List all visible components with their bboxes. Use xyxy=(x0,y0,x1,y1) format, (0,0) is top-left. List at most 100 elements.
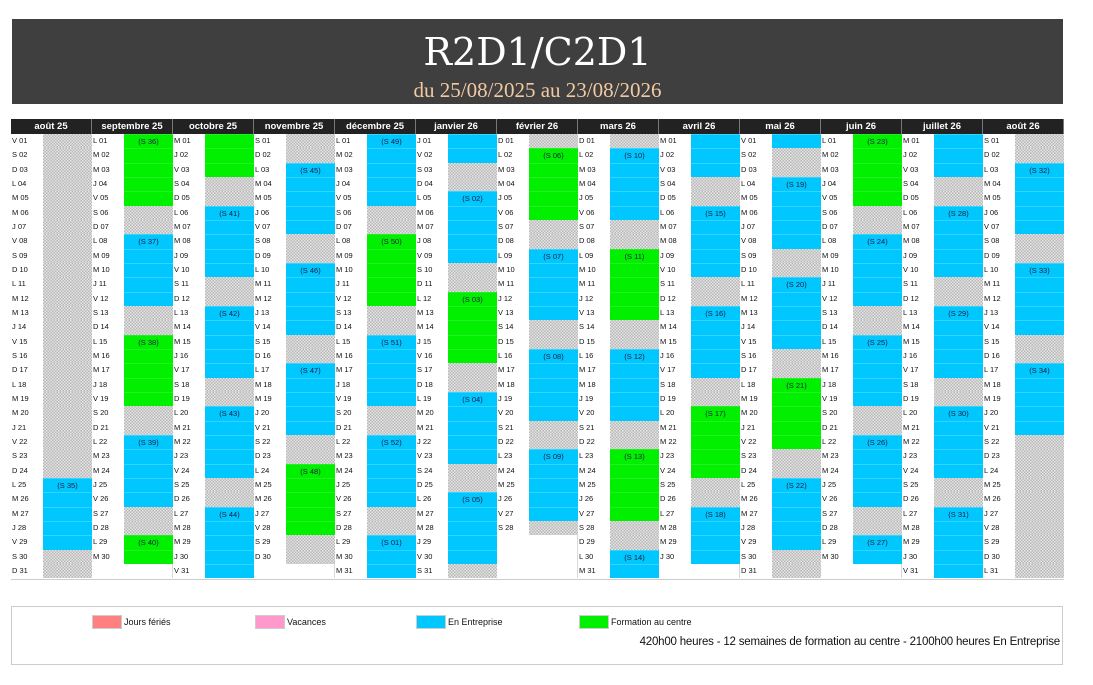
day-cell-formation: (S 21) xyxy=(772,377,821,392)
day-cell-off xyxy=(772,563,821,579)
day-cell-entreprise xyxy=(367,377,416,392)
day-cell-formation: (S 03) xyxy=(448,291,497,306)
day-label: V 05 xyxy=(822,193,838,203)
day-cell-off xyxy=(610,434,659,450)
day-cell-entreprise xyxy=(43,535,92,550)
day-label: M 27 xyxy=(741,508,758,518)
day-label: S 22 xyxy=(255,436,271,446)
day-label: L 30 xyxy=(579,551,594,561)
day-label: D 09 xyxy=(984,250,1000,260)
day-label: M 18 xyxy=(255,379,272,389)
day-label: S 06 xyxy=(822,207,838,217)
day-cell-off xyxy=(610,320,659,335)
day-cell-off xyxy=(934,291,983,306)
day-cell-off xyxy=(43,320,92,335)
day-label: M 10 xyxy=(498,264,515,274)
day-label: J 02 xyxy=(660,150,675,160)
day-cell-formation: (S 50) xyxy=(367,234,416,249)
day-cell-off xyxy=(772,248,821,263)
week-number: (S 44) xyxy=(219,509,240,519)
month-header: août 25 xyxy=(11,119,92,134)
day-label: L 04 xyxy=(12,178,27,188)
day-cell-formation: (S 38) xyxy=(124,334,173,349)
day-cell-off xyxy=(1015,449,1064,464)
day-cell-formation xyxy=(367,291,416,306)
day-label: J 09 xyxy=(660,250,675,260)
day-cell-entreprise xyxy=(124,492,173,507)
day-cell-entreprise xyxy=(610,176,659,192)
day-cell-off xyxy=(934,391,983,407)
day-label: L 01 xyxy=(822,136,837,145)
day-label: M 22 xyxy=(660,436,677,446)
day-label: V 15 xyxy=(12,336,28,346)
day-label: L 16 xyxy=(498,350,513,360)
day-cell-entreprise xyxy=(124,463,173,478)
day-cell-off xyxy=(43,348,92,364)
month-header: décembre 25 xyxy=(335,119,416,134)
day-label: M 17 xyxy=(498,365,515,375)
day-label: S 24 xyxy=(417,465,433,475)
day-cell-entreprise xyxy=(124,477,173,493)
day-label: L 20 xyxy=(660,408,675,418)
day-cell-formation xyxy=(853,191,902,206)
day-label: D 03 xyxy=(741,164,757,174)
day-label: D 28 xyxy=(336,522,352,532)
day-label: S 11 xyxy=(174,279,189,289)
day-cell-entreprise xyxy=(205,520,254,536)
day-cell-formation xyxy=(124,191,173,206)
day-cell-off xyxy=(43,205,92,220)
day-label: D 25 xyxy=(417,479,433,489)
day-label: M 10 xyxy=(579,264,596,274)
day-cell-off xyxy=(286,449,335,464)
day-cell-entreprise xyxy=(367,563,416,579)
day-label: M 10 xyxy=(93,264,110,274)
day-label: L 10 xyxy=(255,264,270,274)
day-label: M 23 xyxy=(822,451,839,461)
day-cell-entreprise xyxy=(772,219,821,235)
day-label: V 20 xyxy=(498,408,514,418)
day-cell-entreprise xyxy=(853,291,902,306)
day-label: J 18 xyxy=(336,379,351,389)
day-label: D 22 xyxy=(579,436,595,446)
day-label: J 23 xyxy=(174,451,189,461)
week-number: (S 40) xyxy=(138,538,159,548)
week-number: (S 17) xyxy=(705,409,726,419)
day-cell-entreprise xyxy=(691,248,740,263)
day-cell-entreprise xyxy=(367,477,416,493)
day-label: M 11 xyxy=(579,279,596,289)
day-label: D 26 xyxy=(903,494,919,504)
day-label: D 15 xyxy=(579,336,595,346)
legend-label: Formation au centre xyxy=(611,617,692,627)
day-label: L 25 xyxy=(741,479,756,489)
day-label: S 15 xyxy=(255,336,271,346)
day-cell-entreprise: (S 28) xyxy=(934,205,983,220)
day-label: S 17 xyxy=(417,365,433,375)
day-cell-off xyxy=(1015,334,1064,349)
day-cell-entreprise xyxy=(448,420,497,435)
day-label: V 28 xyxy=(984,522,1000,532)
day-cell-off xyxy=(448,377,497,392)
day-cell-formation xyxy=(205,162,254,177)
day-cell-entreprise xyxy=(205,535,254,550)
day-label: V 01 xyxy=(741,136,757,145)
day-cell-entreprise xyxy=(529,291,578,306)
day-cell-formation xyxy=(448,334,497,349)
day-label: S 04 xyxy=(660,178,676,188)
day-label: M 16 xyxy=(336,350,353,360)
month-header: février 26 xyxy=(497,119,578,134)
day-label: D 30 xyxy=(255,551,271,561)
day-label: M 23 xyxy=(93,451,110,461)
day-cell-off xyxy=(934,377,983,392)
day-label: S 25 xyxy=(660,479,676,489)
day-label: J 04 xyxy=(93,178,108,188)
hours-summary: 420h00 heures - 12 semaines de formation… xyxy=(639,636,1061,648)
day-cell-off xyxy=(1015,148,1064,163)
day-label: M 02 xyxy=(336,150,353,160)
day-cell-entreprise: (S 39) xyxy=(124,434,173,450)
day-label: M 19 xyxy=(255,393,272,403)
day-label: D 05 xyxy=(174,193,190,203)
day-cell-entreprise xyxy=(610,162,659,177)
day-label: J 04 xyxy=(822,178,837,188)
day-cell-off xyxy=(43,191,92,206)
day-label: D 09 xyxy=(255,250,271,260)
